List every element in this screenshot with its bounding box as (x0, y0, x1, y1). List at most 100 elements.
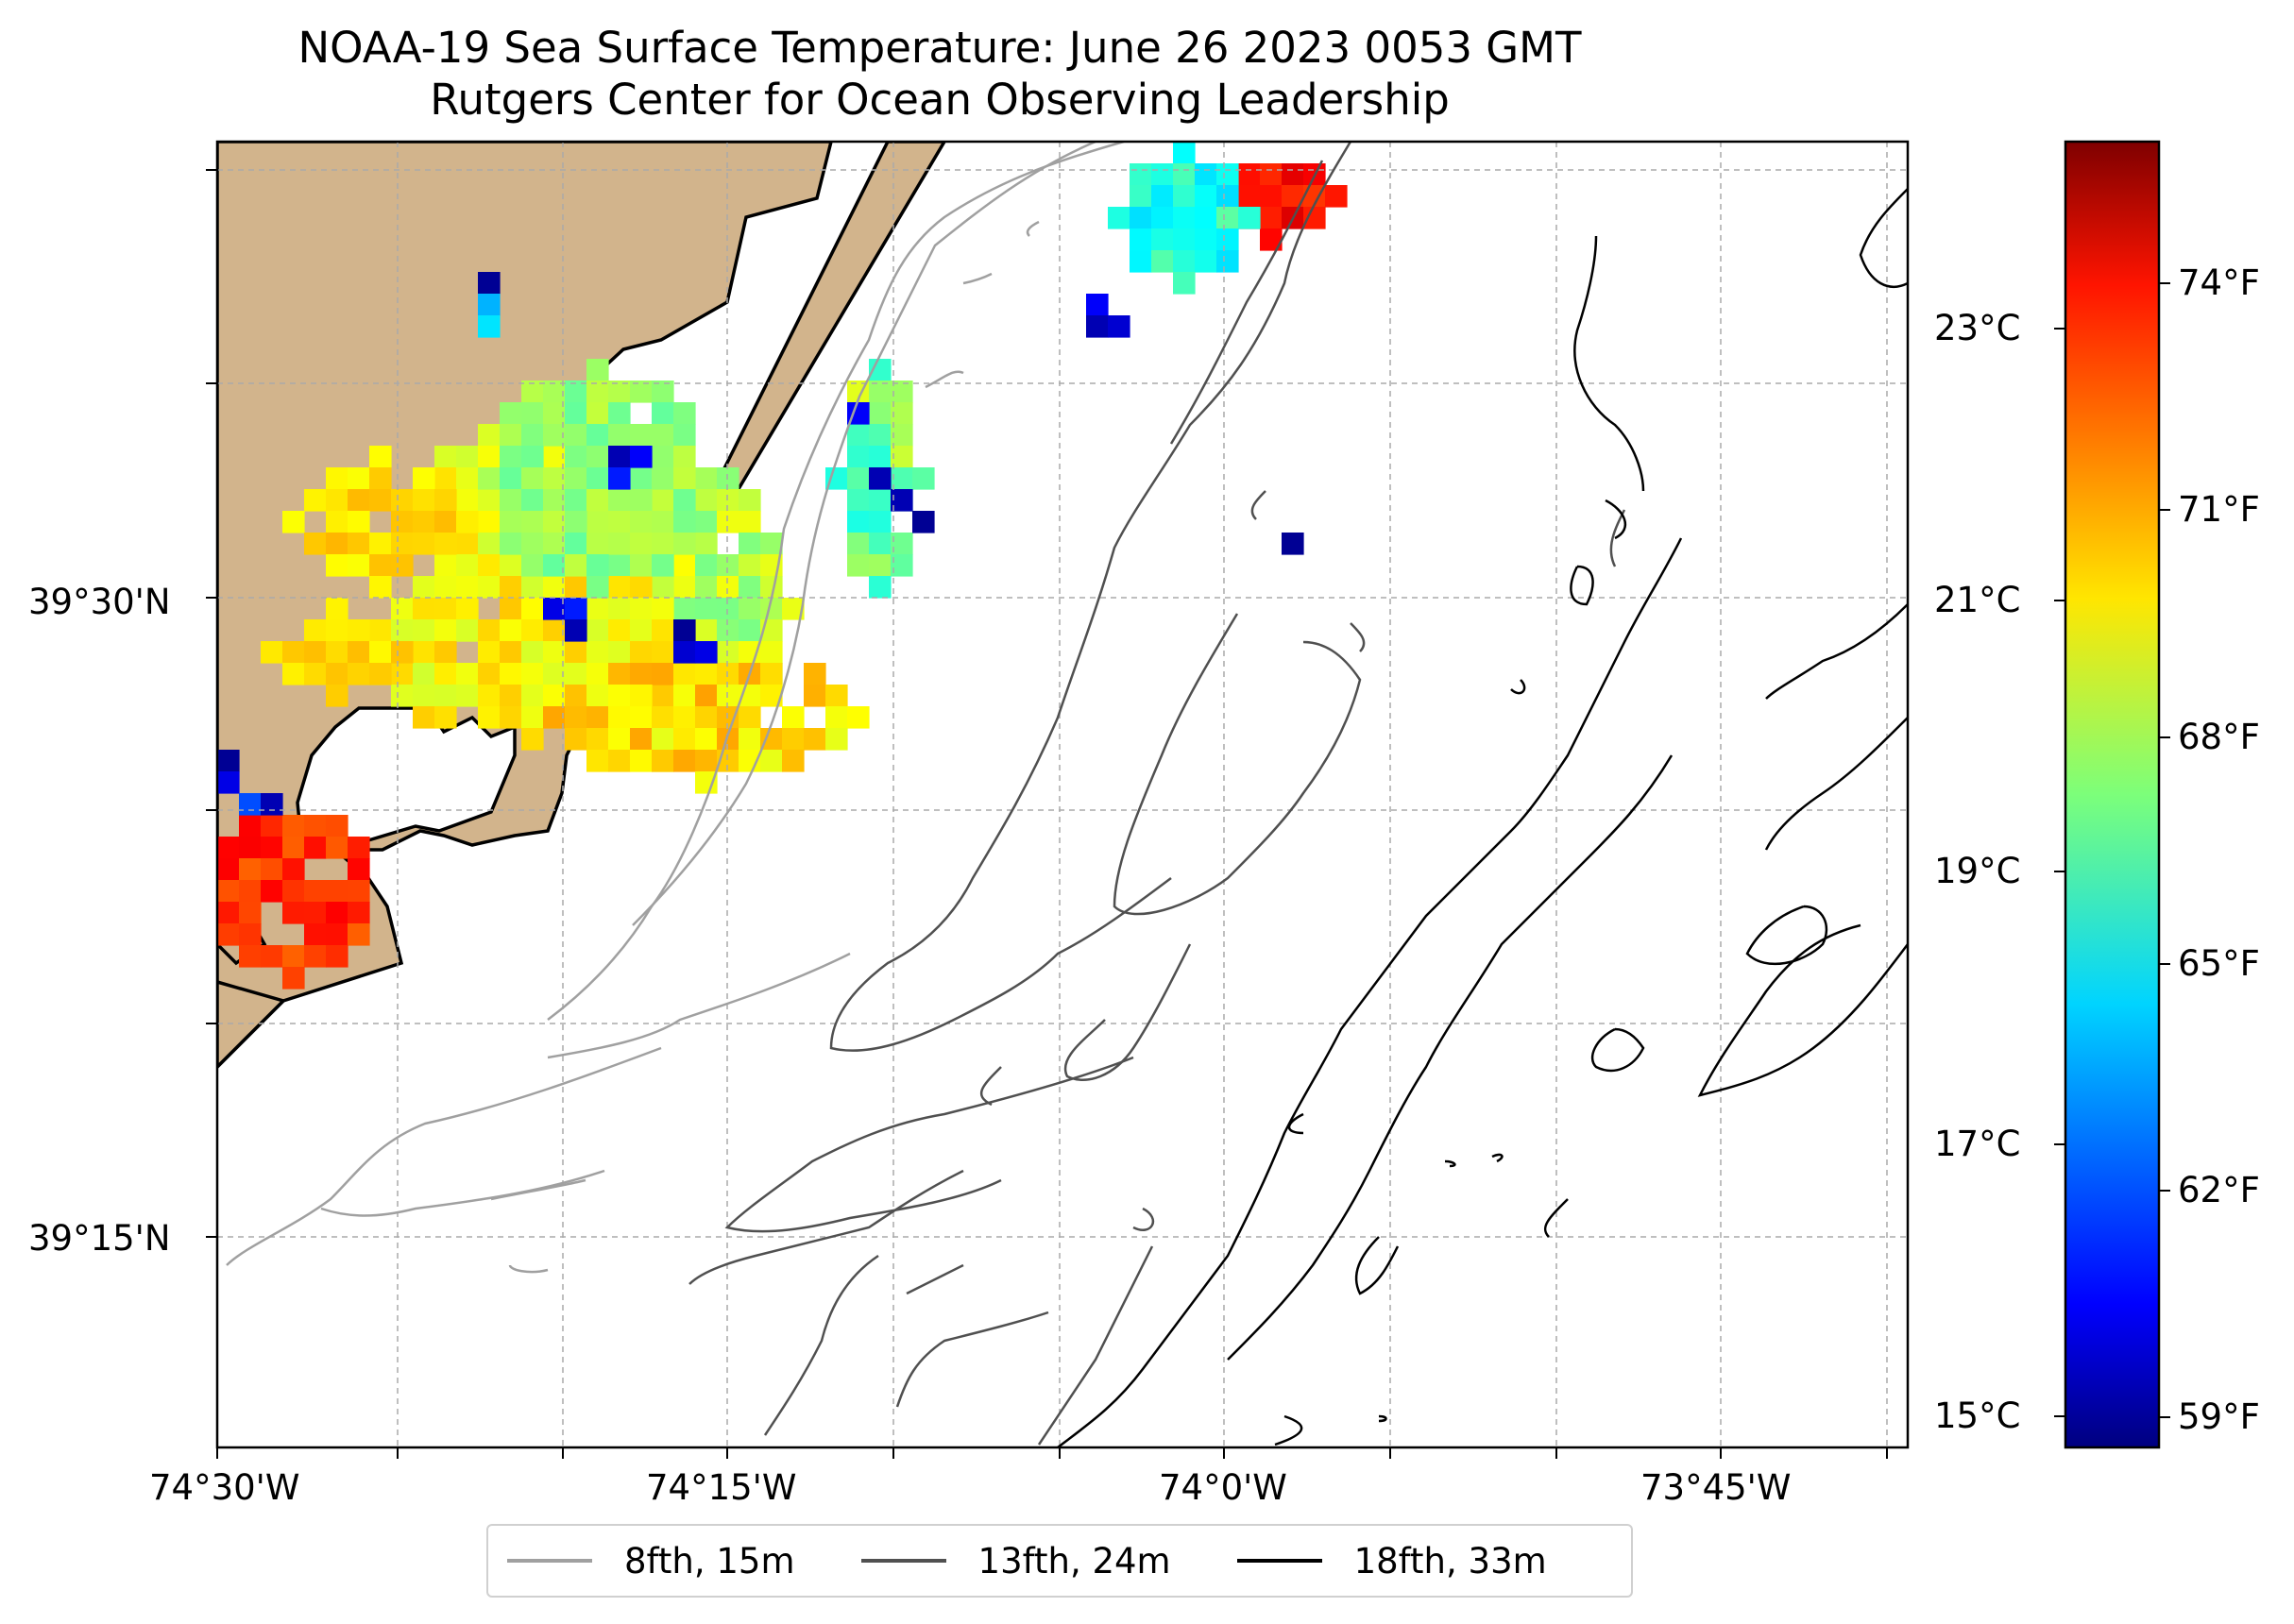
sst-pixel (869, 576, 892, 599)
sst-pixel (630, 685, 653, 707)
sst-pixel (239, 858, 262, 881)
sst-pixel (608, 402, 631, 425)
sst-pixel (456, 467, 479, 490)
sst-pixel (543, 706, 566, 729)
sst-pixel (1108, 207, 1130, 229)
sst-pixel (760, 598, 783, 620)
sst-pixel (652, 685, 674, 707)
sst-pixel (565, 728, 587, 751)
sst-pixel (348, 663, 370, 685)
sst-pixel (391, 641, 414, 664)
sst-pixel (695, 685, 718, 707)
sst-pixel (586, 685, 609, 707)
contour-13fth (688, 142, 1626, 1446)
sst-pixel (717, 598, 739, 620)
sst-pixel (369, 641, 392, 664)
sst-pixel (348, 511, 370, 533)
sst-pixel (695, 533, 718, 555)
sst-pixel (543, 598, 566, 620)
colorbar-celsius-label: 17°C (1934, 1124, 2021, 1164)
sst-pixel (717, 576, 739, 599)
sst-pixel (891, 402, 913, 425)
sst-pixel (1130, 250, 1152, 273)
sst-pixel (673, 576, 696, 599)
sst-pixel (478, 272, 501, 295)
sst-pixel (1260, 185, 1283, 208)
sst-pixel (521, 446, 544, 468)
sst-pixel (1303, 207, 1326, 229)
sst-pixel (282, 945, 305, 968)
sst-pixel (565, 446, 587, 468)
sst-pixel (1151, 163, 1174, 186)
sst-pixel (891, 489, 913, 512)
sst-pixel (586, 533, 609, 555)
sst-pixel (239, 880, 262, 903)
sst-pixel (717, 467, 739, 490)
sst-pixel (586, 402, 609, 425)
sst-pixel (608, 467, 631, 490)
sst-pixel (630, 728, 653, 751)
sst-pixel (326, 467, 348, 490)
sst-pixel (912, 467, 935, 490)
sst-pixel (261, 815, 283, 837)
sst-pixel (282, 837, 305, 859)
sst-pixel (891, 467, 913, 490)
sst-pixel (543, 511, 566, 533)
sst-pixel (391, 533, 414, 555)
sst-pixel (500, 641, 522, 664)
sst-pixel (348, 858, 370, 881)
sst-pixel (434, 446, 457, 468)
sst-pixel (1086, 315, 1109, 338)
sst-pixel (521, 511, 544, 533)
sst-pixel (652, 554, 674, 577)
sst-pixel (695, 467, 718, 490)
sst-pixel (1130, 207, 1152, 229)
sst-pixel (695, 771, 718, 794)
sst-pixel (891, 424, 913, 447)
colorbar-celsius-label: 19°C (1934, 851, 2021, 891)
lat-tick-label: 39°15'N (28, 1218, 171, 1259)
sst-pixel (630, 663, 653, 685)
sst-pixel (652, 467, 674, 490)
sst-pixel (500, 685, 522, 707)
sst-pixel (391, 554, 414, 577)
colorbar-celsius-label: 23°C (1934, 308, 2021, 348)
sst-pixel (630, 619, 653, 642)
sst-pixel (217, 923, 240, 946)
sst-pixel (304, 902, 327, 924)
sst-pixel (434, 619, 457, 642)
sst-pixel (1216, 250, 1239, 273)
sst-pixel (608, 554, 631, 577)
sst-pixel (1086, 294, 1109, 316)
sst-pixel (1303, 185, 1326, 208)
sst-pixel (434, 511, 457, 533)
sst-pixel (630, 511, 653, 533)
sst-pixel (369, 663, 392, 685)
sst-pixel (1173, 207, 1196, 229)
sst-pixel (565, 619, 587, 642)
sst-pixel (652, 446, 674, 468)
sst-pixel (543, 663, 566, 685)
sst-pixel (304, 533, 327, 555)
sst-pixel (652, 381, 674, 403)
sst-pixel (413, 533, 435, 555)
sst-pixel (500, 446, 522, 468)
sst-pixel (695, 728, 718, 751)
sst-pixel (543, 533, 566, 555)
sst-pixel (282, 880, 305, 903)
sst-pixel (891, 533, 913, 555)
sst-pixel (1282, 185, 1304, 208)
sst-pixel (804, 663, 826, 685)
sst-pixel (369, 619, 392, 642)
sst-pixel (586, 467, 609, 490)
legend-entry-13fth: 13fth, 24m (860, 1541, 1171, 1582)
sst-pixel (652, 728, 674, 751)
sst-pixel (673, 706, 696, 729)
sst-pixel (543, 402, 566, 425)
sst-pixel (261, 880, 283, 903)
sst-pixel (652, 402, 674, 425)
sst-pixel (521, 598, 544, 620)
sst-pixel (630, 706, 653, 729)
sst-pixel (326, 489, 348, 512)
sst-pixel (1195, 207, 1217, 229)
